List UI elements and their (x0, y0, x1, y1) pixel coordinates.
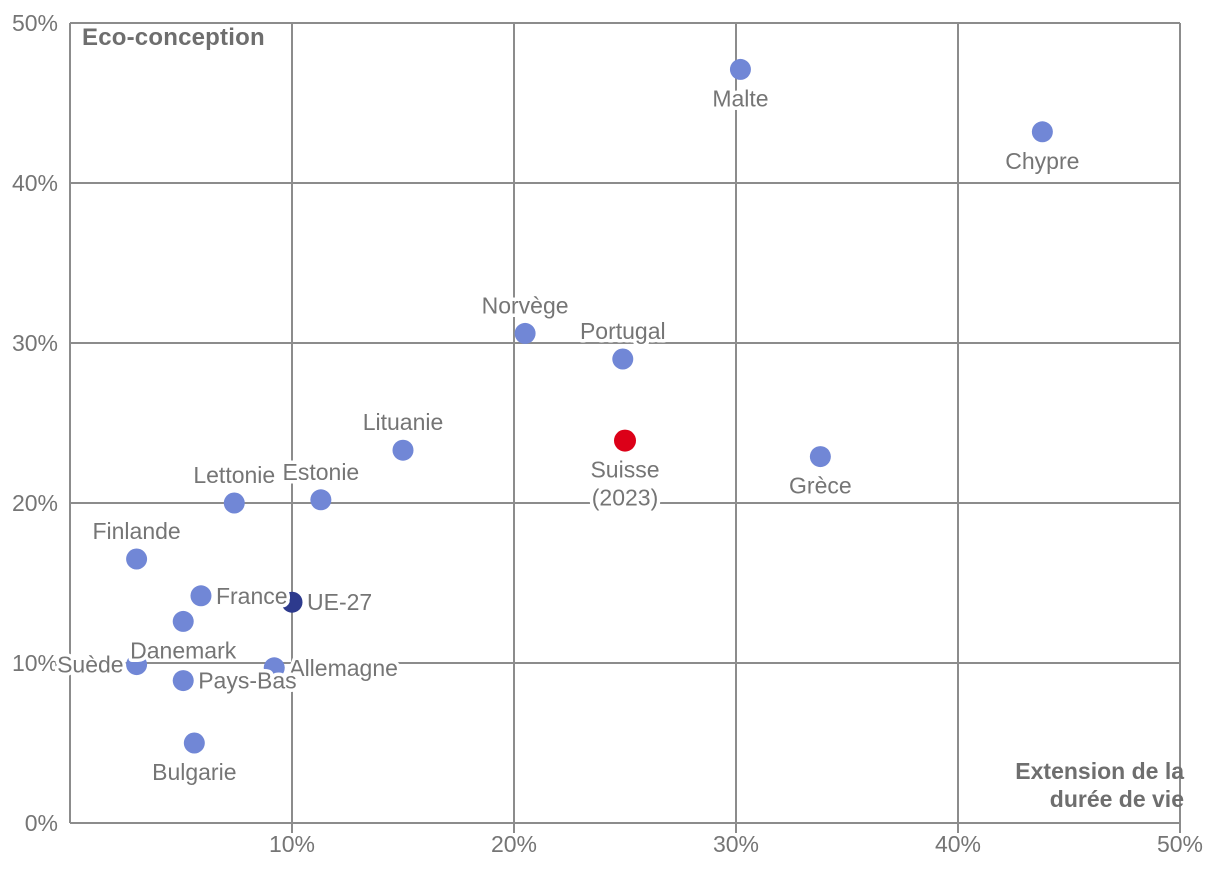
y-tick-label-40: 40% (12, 170, 58, 196)
point-gr-ce[interactable] (809, 446, 831, 468)
point-label-finlande: Finlande (92, 518, 180, 544)
point-label-lituanie: Lituanie (363, 409, 444, 435)
point-label-chypre: Chypre (1005, 148, 1079, 174)
point-label-estonie: Estonie (283, 459, 360, 485)
point-ue-27[interactable] (281, 591, 303, 613)
point-danemark[interactable] (172, 610, 194, 632)
point-label-danemark: Danemark (130, 637, 237, 663)
point-label-ue-27: UE-27 (307, 589, 372, 615)
point-chypre[interactable] (1031, 121, 1053, 143)
point-label-allemagne: Allemagne (289, 655, 398, 681)
point-label-suisse-2023: Suisse (590, 457, 659, 483)
point-allemagne[interactable] (263, 657, 285, 679)
point-norv-ge[interactable] (514, 322, 536, 344)
point-su-de[interactable] (126, 654, 148, 676)
y-tick-label-0: 0% (25, 810, 58, 836)
point-lettonie[interactable] (223, 492, 245, 514)
y-tick-label-30: 30% (12, 330, 58, 356)
x-tick-label-40: 40% (935, 831, 981, 857)
point-france[interactable] (190, 585, 212, 607)
point-finlande[interactable] (126, 548, 148, 570)
x-axis-title-line1: Extension de la (1015, 758, 1184, 784)
point-label-france: France (216, 583, 288, 609)
x-tick-label-50: 50% (1157, 831, 1203, 857)
point-lituanie[interactable] (392, 439, 414, 461)
point-label-norv-ge: Norvège (482, 292, 569, 318)
point-label-su-de: Suède (57, 652, 124, 678)
y-tick-label-10: 10% (12, 650, 58, 676)
point-portugal[interactable] (612, 348, 634, 370)
y-axis-title: Eco-conception (82, 24, 265, 51)
y-tick-label-20: 20% (12, 490, 58, 516)
point-label-bulgarie: Bulgarie (152, 759, 236, 785)
x-axis-title-line2: durée de vie (1049, 786, 1184, 812)
point-label-malte: Malte (712, 85, 768, 111)
point-bulgarie[interactable] (183, 732, 205, 754)
point-label-gr-ce: Grèce (789, 473, 852, 499)
y-tick-label-50: 50% (12, 10, 58, 36)
point-malte[interactable] (729, 58, 751, 80)
point-label-lettonie: Lettonie (193, 462, 275, 488)
x-tick-label-20: 20% (491, 831, 537, 857)
point-label-suisse-2023: (2023) (592, 485, 658, 511)
point-label-portugal: Portugal (580, 318, 666, 344)
point-pays-bas[interactable] (172, 670, 194, 692)
x-tick-label-30: 30% (713, 831, 759, 857)
x-tick-label-10: 10% (269, 831, 315, 857)
point-suisse-2023[interactable] (614, 429, 636, 452)
point-estonie[interactable] (310, 489, 332, 511)
x-axis-title: Extension de la durée de vie (1015, 757, 1184, 813)
point-label-pays-bas: Pays-Bas (198, 668, 296, 694)
